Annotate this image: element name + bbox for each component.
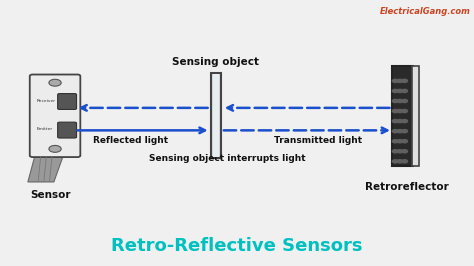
Circle shape	[397, 119, 403, 123]
Text: Transmitted light: Transmitted light	[274, 136, 363, 145]
Text: Emitter: Emitter	[36, 127, 53, 131]
Circle shape	[397, 160, 403, 163]
Circle shape	[402, 89, 408, 93]
Text: Retro-Reflective Sensors: Retro-Reflective Sensors	[111, 237, 363, 255]
Circle shape	[392, 160, 398, 163]
Circle shape	[402, 109, 408, 113]
Circle shape	[392, 79, 398, 82]
Circle shape	[402, 119, 408, 123]
Circle shape	[402, 160, 408, 163]
Circle shape	[397, 79, 403, 82]
Circle shape	[397, 89, 403, 93]
Circle shape	[392, 140, 398, 143]
Circle shape	[392, 119, 398, 123]
Circle shape	[49, 79, 61, 86]
Circle shape	[402, 140, 408, 143]
Bar	[392, 65, 413, 166]
Bar	[210, 73, 221, 158]
Circle shape	[49, 146, 61, 152]
Bar	[213, 74, 219, 157]
Text: Sensing object: Sensing object	[172, 57, 259, 67]
Text: Receiver: Receiver	[36, 99, 55, 103]
Circle shape	[402, 99, 408, 103]
Circle shape	[397, 109, 403, 113]
Text: Reflected light: Reflected light	[93, 136, 168, 145]
FancyBboxPatch shape	[58, 94, 76, 109]
Circle shape	[392, 150, 398, 153]
Circle shape	[392, 89, 398, 93]
Circle shape	[397, 99, 403, 103]
Bar	[412, 65, 419, 166]
Circle shape	[402, 79, 408, 82]
Circle shape	[397, 130, 403, 133]
Circle shape	[392, 99, 398, 103]
Circle shape	[402, 130, 408, 133]
Circle shape	[392, 109, 398, 113]
Text: Retroreflector: Retroreflector	[365, 182, 449, 192]
FancyBboxPatch shape	[58, 122, 76, 138]
Circle shape	[402, 150, 408, 153]
Text: ElectricalGang.com: ElectricalGang.com	[380, 7, 471, 16]
Circle shape	[392, 130, 398, 133]
Text: Sensing object interrupts light: Sensing object interrupts light	[149, 154, 306, 163]
FancyBboxPatch shape	[30, 74, 80, 157]
Circle shape	[397, 150, 403, 153]
Polygon shape	[28, 156, 64, 182]
Text: Sensor: Sensor	[30, 190, 71, 200]
Circle shape	[397, 140, 403, 143]
